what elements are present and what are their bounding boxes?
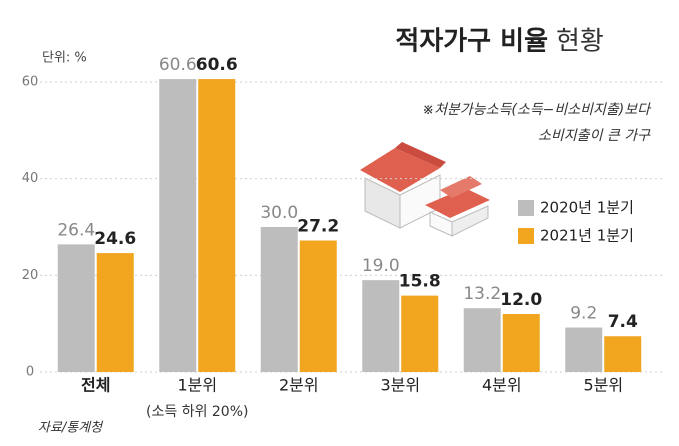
bar	[299, 240, 337, 372]
x-tick-label: 1분위	[177, 376, 217, 395]
x-tick-label: 4분위	[482, 376, 522, 395]
value-label: 15.8	[399, 272, 441, 292]
bar	[198, 79, 236, 373]
value-label: 9.2	[570, 304, 597, 324]
value-label: 12.0	[500, 290, 542, 310]
value-label: 7.4	[608, 312, 638, 332]
bar	[362, 280, 400, 372]
bar	[96, 253, 134, 372]
x-sublabel: (소득 하위 20%)	[146, 404, 248, 420]
value-label: 19.0	[362, 256, 400, 276]
house-icon	[360, 142, 490, 237]
legend-label: 2021년 1분기	[540, 227, 634, 245]
value-label: 13.2	[463, 284, 501, 304]
y-tick-label: 40	[22, 171, 39, 186]
value-label: 60.6	[159, 55, 197, 75]
bar	[57, 244, 95, 372]
y-tick-label: 20	[22, 268, 39, 283]
x-tick-label: 전체	[81, 376, 110, 395]
chart-title-suffix: 현황	[556, 27, 604, 57]
unit-label: 단위: %	[42, 51, 87, 66]
bar	[604, 336, 642, 372]
bar	[463, 308, 501, 372]
value-label: 60.6	[196, 55, 238, 75]
value-label: 24.6	[94, 229, 136, 249]
legend-swatch	[518, 228, 534, 244]
chart-title: 적자가구 비율	[395, 27, 548, 57]
bar	[260, 226, 298, 372]
y-tick-label: 0	[26, 365, 34, 380]
x-tick-label: 2분위	[279, 376, 319, 395]
legend-label: 2020년 1분기	[540, 199, 634, 217]
value-label: 30.0	[260, 203, 298, 223]
x-tick-label: 5분위	[583, 376, 623, 395]
source: 자료/통계청	[38, 421, 104, 436]
value-label: 27.2	[297, 217, 339, 237]
note: ※처분가능소득(소득−비소비지출)보다	[422, 102, 652, 118]
x-tick-label: 3분위	[380, 376, 420, 395]
legend-swatch	[518, 200, 534, 216]
bar	[159, 79, 197, 373]
bar	[502, 313, 540, 372]
y-tick-label: 60	[22, 74, 39, 89]
value-label: 26.4	[57, 220, 95, 240]
note: 소비지출이 큰 가구	[538, 128, 651, 144]
bar	[565, 327, 603, 372]
bar	[401, 295, 439, 372]
